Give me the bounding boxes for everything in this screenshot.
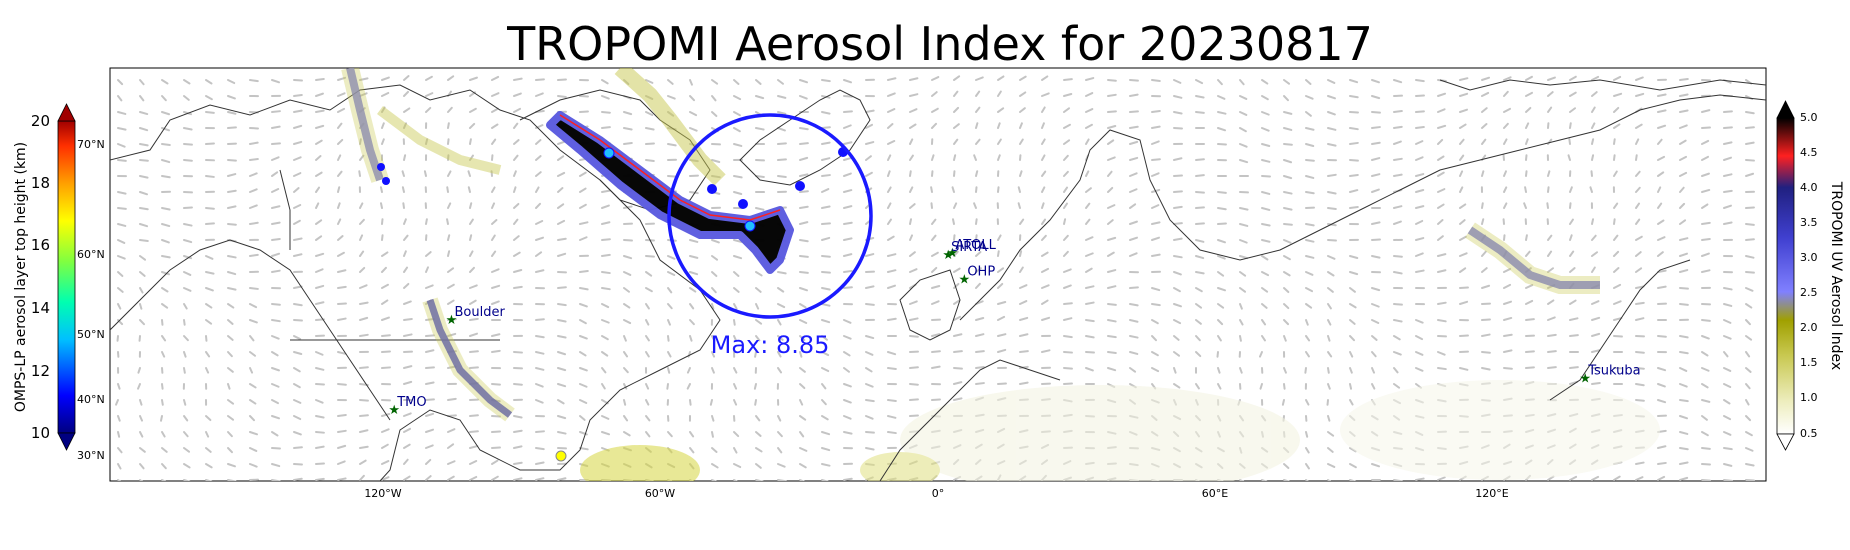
lon-tick-120w: 120°W: [364, 487, 401, 500]
station-marker-boulder: ★: [446, 313, 458, 328]
station-label-tmo: TMO: [396, 395, 426, 410]
max-value-label: Max: 8.85: [711, 331, 830, 359]
left-tick-14: 14: [31, 299, 50, 317]
lon-tick-60e: 60°E: [1202, 487, 1228, 500]
right-tick-1-5: 1.5: [1800, 356, 1818, 369]
left-tick-20: 20: [31, 112, 50, 130]
lon-tick-60w: 60°W: [645, 487, 675, 500]
lat-tick-50n: 50°N: [77, 328, 105, 341]
lat-tick-30n: 30°N: [77, 449, 105, 462]
station-marker-atoll: ★: [946, 246, 958, 261]
left-tick-18: 18: [31, 174, 50, 192]
right-tick-1-0: 1.0: [1800, 391, 1818, 404]
right-tick-0-5: 0.5: [1800, 427, 1818, 440]
station-label-tsukuba: Tsukuba: [1587, 364, 1640, 379]
lat-tick-60n: 60°N: [77, 248, 105, 261]
right-tick-3-5: 3.5: [1800, 216, 1818, 229]
station-marker-tsukuba: ★: [1579, 372, 1591, 387]
left-tick-12: 12: [31, 362, 50, 380]
lat-tick-40n: 40°N: [77, 393, 105, 406]
station-marker-sirta: ★: [942, 248, 954, 263]
left-colorbar-label: OMPS-LP aerosol layer top height (km): [13, 142, 29, 412]
max-location-circle: [667, 113, 873, 319]
map-title: TROPOMI Aerosol Index for 20230817: [507, 17, 1373, 71]
lon-tick-0: 0°: [932, 487, 945, 500]
right-colorbar: 5.0 4.5 4.0 3.5 3.0 2.5 2.0 1.5 1.0 0.5 …: [1776, 100, 1844, 451]
omps-lp-points: [377, 147, 848, 462]
station-label-boulder: Boulder: [455, 305, 506, 320]
right-tick-3-0: 3.0: [1800, 251, 1818, 264]
left-tick-10: 10: [31, 424, 50, 442]
station-label-sirta: SIRTA: [951, 240, 987, 255]
left-tick-16: 16: [31, 236, 50, 254]
right-tick-4-0: 4.0: [1800, 181, 1818, 194]
station-marker-tmo: ★: [388, 403, 400, 418]
station-label-atoll: ATOLL: [955, 238, 996, 253]
right-tick-4-5: 4.5: [1800, 146, 1818, 159]
lon-tick-120e: 120°E: [1475, 487, 1508, 500]
left-colorbar: 20 18 16 14 12 10 70°N 60°N 50°N 40°N 30…: [13, 103, 105, 462]
coastlines: [110, 79, 1766, 481]
aerosol-haze: [580, 380, 1660, 481]
station-markers: ★ATOLL★SIRTA★OHP★Boulder★TMO★Tsukuba: [388, 238, 1640, 418]
station-marker-ohp: ★: [959, 273, 971, 288]
right-colorbar-label: TROPOMI UV Aerosol Index: [1828, 181, 1844, 370]
station-label-ohp: OHP: [967, 265, 995, 280]
right-tick-2-5: 2.5: [1800, 286, 1818, 299]
right-tick-2-0: 2.0: [1800, 321, 1818, 334]
lat-tick-70n: 70°N: [77, 138, 105, 151]
right-tick-5-0: 5.0: [1800, 111, 1818, 124]
